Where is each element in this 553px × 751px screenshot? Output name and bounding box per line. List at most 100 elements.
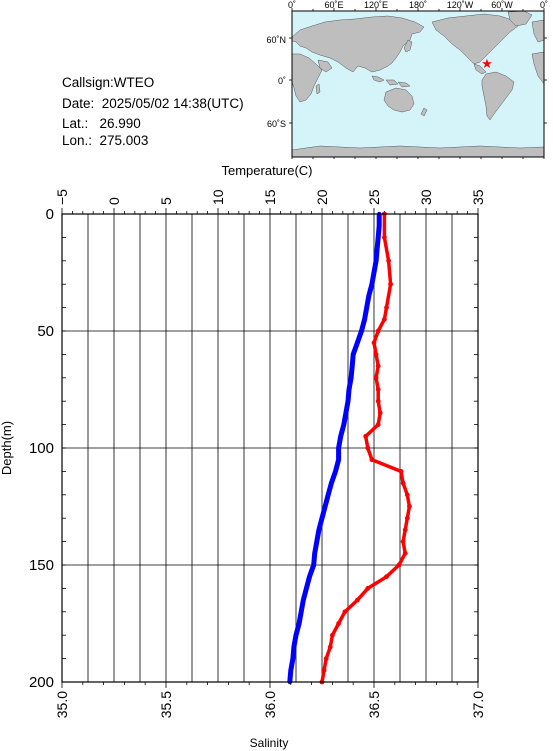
salinity-data-point — [398, 469, 404, 474]
salinity-data-point — [371, 340, 377, 346]
salinity-data-point — [363, 433, 369, 439]
temperature-tick-label: 0 — [106, 197, 122, 205]
salinity-data-point — [396, 562, 402, 568]
date-text: Date: 2025/05/02 14:38(UTC) — [62, 96, 244, 111]
temperature-data-point — [312, 551, 317, 556]
salinity-data-point — [388, 281, 393, 287]
temperature-data-point — [288, 668, 293, 673]
profile-chart: −5 0 5 10 15 20 25 30 35 35.0 35.5 36.0 … — [0, 163, 486, 750]
depth-tick-label: 0 — [46, 206, 54, 223]
salinity-data-point — [375, 387, 381, 392]
temperature-data-point — [350, 363, 355, 369]
temperature-tick-label: 30 — [418, 189, 434, 205]
temperature-data-point — [322, 504, 328, 509]
salinity-data-point — [407, 504, 412, 509]
temperature-data-point — [355, 340, 360, 345]
salinity-data-point — [327, 644, 333, 650]
temperature-data-point — [374, 246, 380, 252]
map-lat-label: 60˚S — [267, 119, 286, 129]
temperature-data-point — [376, 235, 381, 240]
salinity-data-point — [336, 621, 341, 626]
temperature-data-point — [296, 621, 302, 626]
temperature-data-point — [319, 516, 325, 521]
salinity-data-point — [365, 445, 371, 451]
salinity-data-point — [373, 375, 379, 381]
salinity-data-point — [404, 515, 410, 521]
temperature-series — [287, 211, 382, 685]
salinity-data-point — [382, 316, 387, 322]
temperature-tick-marks — [61, 208, 479, 214]
salinity-tick-label: 36.0 — [262, 691, 278, 718]
horizontal-gridlines — [62, 330, 478, 566]
temperature-tick-label: 35 — [470, 189, 486, 205]
station-marker-icon: ★ — [481, 56, 493, 71]
salinity-data-point — [375, 398, 381, 404]
depth-axis-title: Depth(m) — [0, 421, 14, 475]
temperature-data-point — [329, 480, 334, 486]
map-lon-label: 0˚ — [288, 0, 296, 10]
longitude-text: Lon.: 275.003 — [62, 133, 149, 148]
salinity-axis-title: Salinity — [250, 736, 289, 750]
salinity-data-point — [355, 597, 360, 603]
salinity-tick-label: 36.5 — [366, 691, 382, 718]
salinity-data-point — [323, 656, 329, 661]
temperature-tick-label: 25 — [366, 189, 382, 205]
map-land — [291, 10, 545, 158]
temperature-data-point — [359, 328, 364, 334]
salinity-tick-label: 35.0 — [54, 691, 70, 718]
map-lon-label: 60˚E — [324, 0, 343, 10]
salinity-data-point — [375, 422, 381, 427]
callsign-text: Callsign:WTEO — [62, 75, 155, 90]
salinity-data-point — [365, 586, 371, 591]
depth-tick-label: 200 — [29, 674, 54, 691]
salinity-data-point — [386, 258, 391, 264]
map-lon-label: 120˚E — [364, 0, 388, 10]
map-lon-label: 60˚W — [491, 0, 513, 10]
temperature-data-point — [343, 410, 349, 416]
salinity-data-point — [384, 574, 389, 580]
salinity-tick-label: 35.5 — [158, 691, 174, 718]
map-lat-label: 60˚N — [266, 35, 286, 45]
temperature-data-point — [369, 282, 375, 287]
salinity-data-point — [384, 305, 389, 310]
temperature-tick-label: 15 — [262, 189, 278, 205]
latitude-text: Lat.: 26.990 — [62, 116, 141, 131]
temperature-data-point — [346, 387, 352, 392]
temperature-data-point — [326, 492, 331, 497]
salinity-tick-marks — [61, 682, 479, 688]
salinity-data-point — [330, 632, 335, 638]
temperature-data-point — [336, 457, 341, 462]
temperature-data-point — [364, 305, 369, 310]
salinity-data-point — [402, 550, 408, 556]
temperature-data-point — [299, 609, 304, 614]
depth-tick-label: 150 — [29, 557, 54, 574]
temperature-data-point — [307, 574, 312, 579]
map-lon-label: 180˚ — [409, 0, 427, 10]
salinity-data-point — [373, 352, 379, 357]
salinity-tick-label: 37.0 — [470, 691, 486, 718]
salinity-data-point — [400, 539, 406, 544]
map-lon-label: 120˚W — [447, 0, 474, 10]
salinity-data-point — [400, 480, 406, 486]
temperature-data-point — [371, 270, 377, 275]
temperature-data-point — [301, 597, 306, 603]
temperature-data-point — [290, 656, 296, 661]
temperature-data-point — [351, 352, 356, 357]
temperature-tick-label: 20 — [314, 189, 330, 205]
temperature-data-point — [366, 293, 371, 299]
salinity-data-point — [342, 609, 348, 615]
depth-tick-label: 50 — [37, 323, 54, 340]
temperature-data-point — [316, 527, 322, 533]
salinity-data-point — [375, 328, 381, 334]
temperature-tick-label: 5 — [158, 197, 174, 205]
salinity-data-point — [321, 667, 327, 673]
salinity-data-point — [375, 363, 381, 369]
temperature-data-point — [336, 445, 341, 451]
salinity-data-point — [369, 457, 375, 463]
temperature-data-point — [348, 375, 354, 380]
temperature-data-point — [304, 586, 309, 591]
temperature-data-point — [373, 258, 379, 263]
temperature-data-point — [338, 434, 343, 439]
salinity-data-point — [377, 410, 383, 416]
